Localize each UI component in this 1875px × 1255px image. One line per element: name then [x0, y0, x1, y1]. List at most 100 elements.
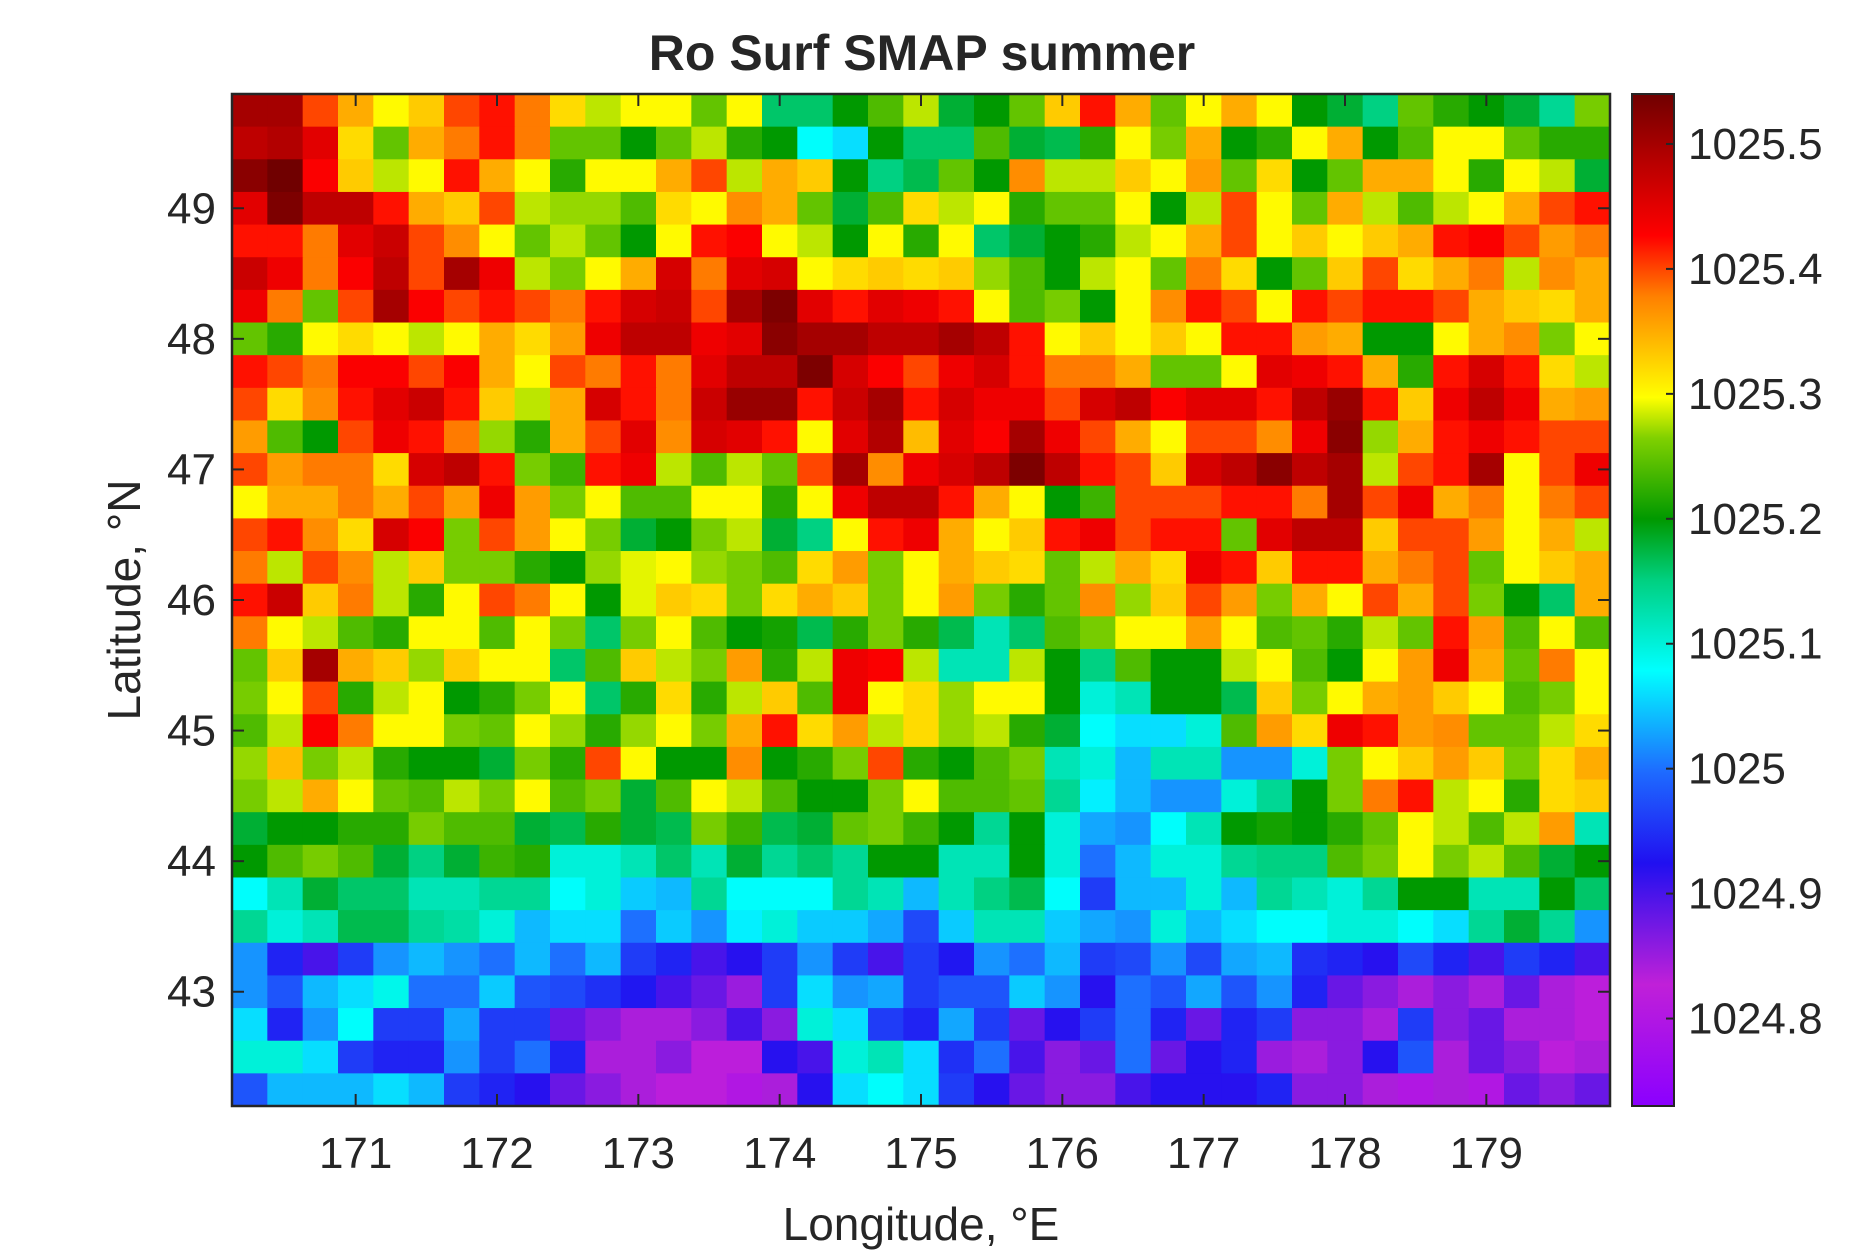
heatmap-cell: [479, 844, 516, 879]
heatmap-cell: [691, 746, 728, 781]
heatmap-cell: [1574, 1073, 1611, 1107]
heatmap-cell: [479, 616, 516, 650]
heatmap-cell: [550, 648, 586, 683]
heatmap-cell: [1362, 1073, 1399, 1107]
heatmap-cell: [1080, 485, 1116, 519]
heatmap-cell: [903, 257, 940, 291]
heatmap-cell: [903, 518, 940, 552]
heatmap-cell: [726, 779, 763, 813]
heatmap-cell: [974, 812, 1010, 846]
heatmap-cell: [656, 1073, 692, 1107]
heatmap-cell: [832, 583, 869, 617]
heatmap-cell: [1468, 1008, 1505, 1042]
heatmap-cell: [1362, 648, 1399, 683]
heatmap-cell: [1221, 551, 1258, 585]
heatmap-cell: [1292, 126, 1328, 160]
heatmap-cell: [691, 877, 728, 911]
heatmap-cell: [1574, 387, 1611, 422]
heatmap-cell: [1398, 942, 1434, 977]
heatmap-cell: [444, 1040, 480, 1074]
heatmap-cell: [726, 877, 763, 911]
heatmap-cell: [1256, 420, 1293, 454]
heatmap-cell: [656, 257, 692, 291]
heatmap-cell: [1398, 551, 1434, 585]
heatmap-cell: [797, 681, 834, 715]
heatmap-cell: [1433, 191, 1470, 226]
heatmap-cell: [903, 779, 940, 813]
heatmap-cell: [550, 616, 586, 650]
heatmap-cell: [1009, 616, 1046, 650]
heatmap-cell: [585, 1073, 622, 1107]
heatmap-cell: [550, 812, 586, 846]
heatmap-cell: [1504, 257, 1540, 291]
heatmap-cell: [1539, 1040, 1576, 1074]
heatmap-cell: [267, 1008, 304, 1042]
heatmap-cell: [797, 1008, 834, 1042]
heatmap-cell: [1504, 126, 1540, 160]
heatmap-cell: [656, 1008, 692, 1042]
heatmap-cell: [1398, 910, 1434, 944]
heatmap-cell: [868, 257, 904, 291]
heatmap-cell: [514, 877, 551, 911]
heatmap-cell: [1292, 322, 1328, 356]
heatmap-cell: [1186, 583, 1222, 617]
heatmap-cell: [444, 714, 480, 748]
heatmap-cell: [338, 779, 374, 813]
heatmap-cell: [1221, 648, 1258, 683]
heatmap-cell: [1468, 910, 1505, 944]
heatmap-cell: [232, 812, 268, 846]
heatmap-cell: [832, 975, 869, 1009]
heatmap-cell: [1539, 289, 1576, 324]
heatmap-cell: [232, 387, 268, 422]
heatmap-cell: [974, 877, 1010, 911]
heatmap-cell: [408, 975, 445, 1009]
heatmap-cell: [691, 224, 728, 258]
heatmap-cell: [691, 714, 728, 748]
heatmap-cell: [1044, 289, 1081, 324]
heatmap-cell: [1256, 746, 1293, 781]
heatmap-cell: [1080, 453, 1116, 487]
heatmap-cell: [903, 453, 940, 487]
heatmap-cell: [1574, 616, 1611, 650]
heatmap-cell: [1574, 551, 1611, 585]
heatmap-cell: [832, 942, 869, 977]
heatmap-cell: [762, 159, 798, 193]
heatmap-cell: [1504, 583, 1540, 617]
heatmap-cell: [726, 681, 763, 715]
heatmap-cell: [1504, 453, 1540, 487]
heatmap-cell: [1150, 322, 1187, 356]
heatmap-cell: [1468, 355, 1505, 389]
heatmap-cell: [797, 420, 834, 454]
heatmap-cell: [479, 583, 516, 617]
heatmap-cell: [479, 191, 516, 226]
heatmap-cell: [302, 126, 339, 160]
heatmap-cell: [338, 355, 374, 389]
heatmap-cell: [762, 224, 798, 258]
heatmap-cell: [514, 159, 551, 193]
heatmap-cell: [762, 387, 798, 422]
heatmap-cell: [726, 257, 763, 291]
heatmap-cell: [691, 387, 728, 422]
heatmap-cell: [797, 877, 834, 911]
heatmap-cell: [479, 975, 516, 1009]
heatmap-cell: [1150, 159, 1187, 193]
heatmap-cell: [656, 224, 692, 258]
heatmap-cell: [1327, 159, 1364, 193]
heatmap-cell: [232, 1073, 268, 1107]
heatmap-cell: [1044, 191, 1081, 226]
heatmap-cell: [1504, 616, 1540, 650]
heatmap-cell: [1362, 224, 1399, 258]
heatmap-cell: [1044, 779, 1081, 813]
heatmap-cell: [762, 257, 798, 291]
heatmap-cell: [1256, 1008, 1293, 1042]
heatmap-cell: [514, 714, 551, 748]
heatmap-cell: [585, 387, 622, 422]
heatmap-cell: [1362, 94, 1399, 128]
heatmap-cell: [1080, 714, 1116, 748]
heatmap-cell: [656, 159, 692, 193]
heatmap-cell: [1398, 844, 1434, 879]
colorbar-tick-label: 1024.9: [1688, 870, 1823, 919]
heatmap-cell: [938, 289, 975, 324]
heatmap-cell: [1433, 289, 1470, 324]
